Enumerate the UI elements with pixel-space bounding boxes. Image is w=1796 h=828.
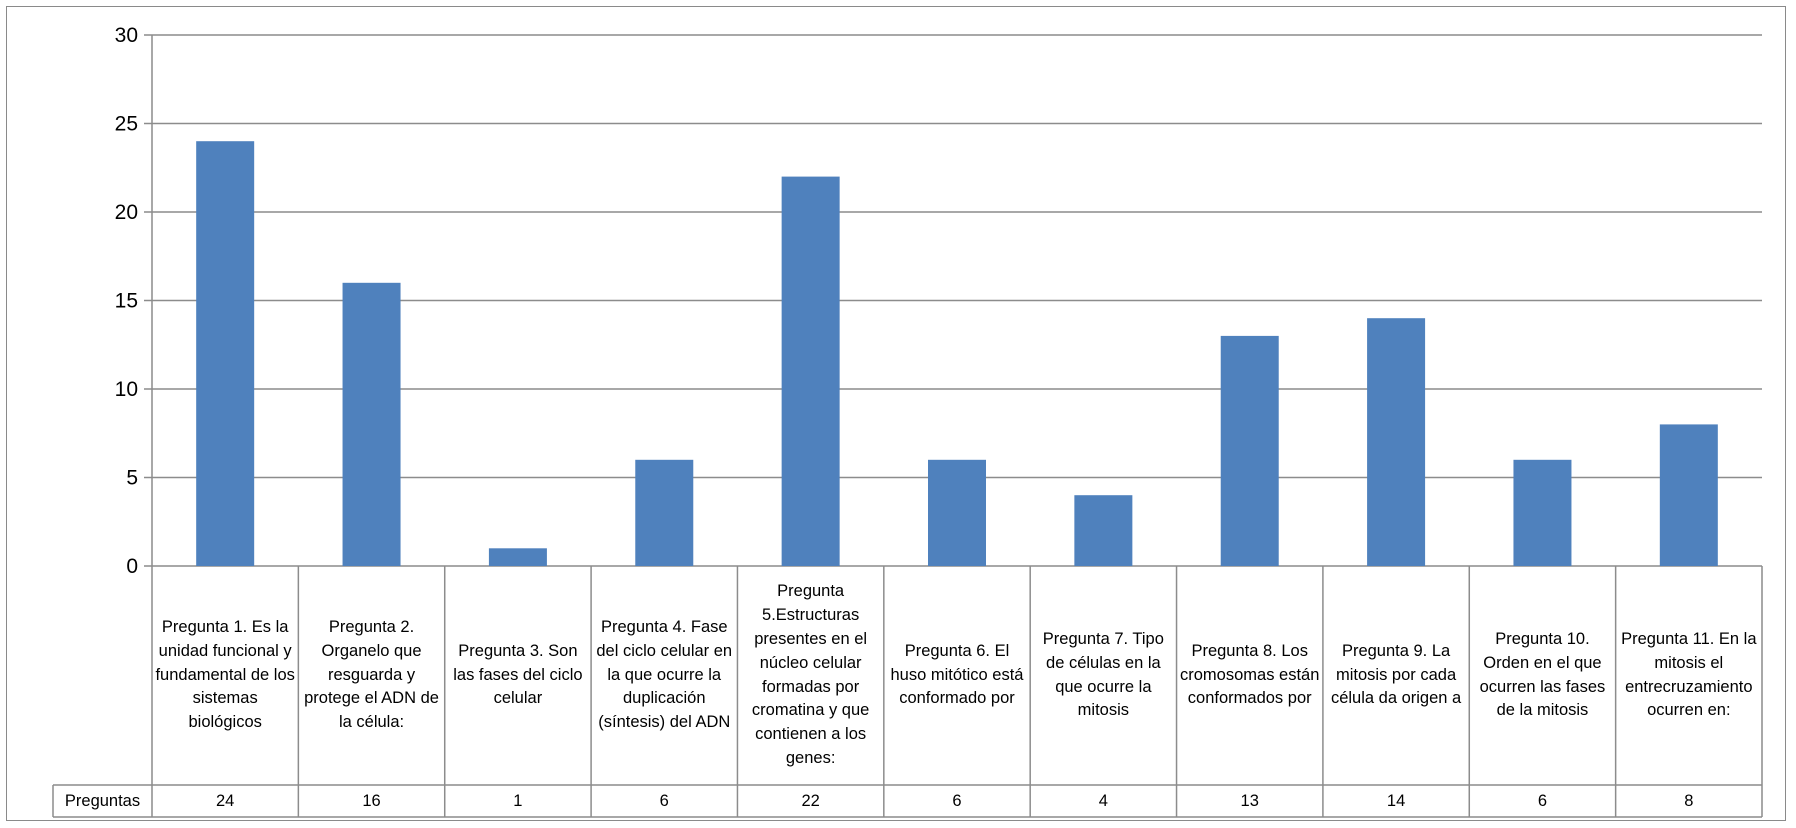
bar <box>196 141 255 566</box>
y-tick-label: 5 <box>126 467 138 490</box>
bar <box>342 282 401 566</box>
x-category-label: Pregunta 10. Orden en el que ocurren las… <box>1479 629 1606 720</box>
y-tick-label: 0 <box>126 555 138 578</box>
y-tick-label: 20 <box>115 201 138 224</box>
data-table-value: 4 <box>1098 791 1108 810</box>
x-category-label: Pregunta 4. Fase del ciclo celular en la… <box>596 617 733 732</box>
x-category-label: Pregunta 1. Es la unidad funcional y fun… <box>155 617 295 732</box>
bar <box>1513 459 1572 566</box>
data-table-value: 1 <box>513 791 523 810</box>
chart-frame <box>6 6 1786 821</box>
bar <box>781 176 840 566</box>
bar <box>1367 318 1426 566</box>
y-tick-label: 15 <box>115 290 138 313</box>
x-category-label: Pregunta 5.Estructuras presentes en el n… <box>751 581 870 768</box>
x-category-label: Pregunta 2. Organelo que resguarda y pro… <box>304 617 439 732</box>
x-category-label: Pregunta 3. Son las fases del ciclo celu… <box>453 641 583 708</box>
bar <box>635 459 694 566</box>
y-tick-label: 25 <box>115 113 138 136</box>
x-category-label: Pregunta 11. En la mitosis el entrecruza… <box>1621 629 1757 720</box>
bar <box>928 459 986 566</box>
bar <box>488 548 547 566</box>
data-table-value: 6 <box>659 791 669 810</box>
x-category-label: Pregunta 7. Tipo de células en la que oc… <box>1042 629 1164 720</box>
x-category-label: Pregunta 6. El huso mitótico está confor… <box>890 641 1024 708</box>
data-table-value: 16 <box>362 791 381 810</box>
y-tick-label: 30 <box>115 24 138 47</box>
bar <box>1659 424 1718 566</box>
data-table-value: 22 <box>801 791 820 810</box>
data-table-value: 6 <box>1537 791 1548 810</box>
bar <box>1220 335 1279 566</box>
data-table-value: 24 <box>216 791 235 810</box>
x-category-label: Pregunta 9. La mitosis por cada célula d… <box>1330 641 1462 708</box>
data-table-series-name: Preguntas <box>64 791 141 810</box>
y-tick-label: 10 <box>115 378 138 401</box>
data-table-value: 8 <box>1684 791 1694 810</box>
bar <box>1074 495 1133 566</box>
data-table-value: 14 <box>1386 791 1406 810</box>
data-table-value: 13 <box>1240 791 1259 810</box>
data-table-value: 6 <box>952 791 962 810</box>
x-category-label: Pregunta 8. Los cromosomas están conform… <box>1180 641 1320 708</box>
